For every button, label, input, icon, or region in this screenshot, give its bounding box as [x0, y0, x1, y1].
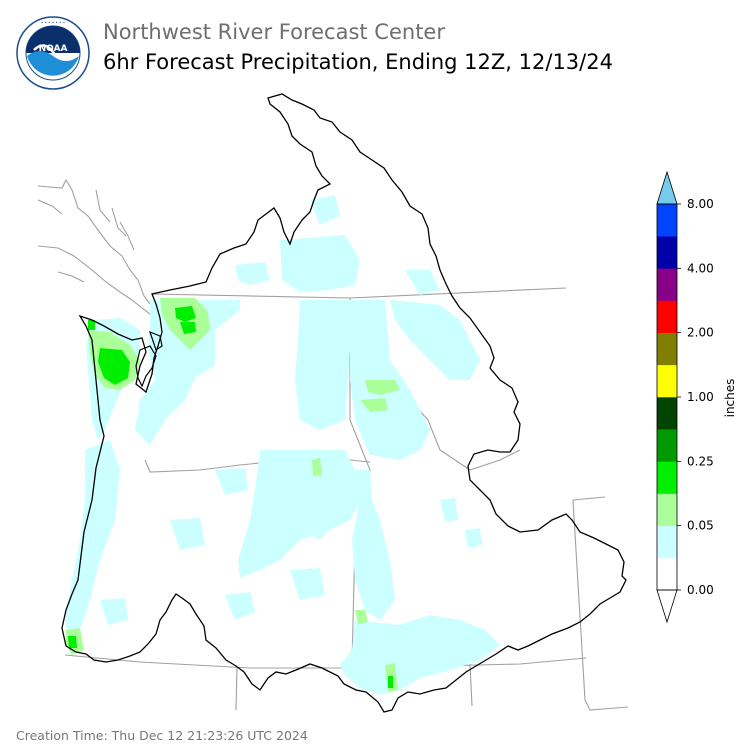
forecast-basin-outline [61, 93, 627, 713]
colorbar-bin [657, 268, 677, 301]
puget-sound-outline [135, 330, 163, 388]
colorbar-legend: 0.00 0.05 0.25 1.00 2.00 4.00 8.00 inches [656, 170, 737, 624]
creation-time: Creation Time: Thu Dec 12 21:23:26 UTC 2… [16, 728, 308, 743]
colorbar-tick-label: 2.00 [687, 326, 714, 340]
logo-text: NOAA [39, 44, 68, 54]
colorbar-over-triangle [656, 170, 678, 205]
colorbar-bin [657, 525, 677, 559]
colorbar-bin [657, 204, 677, 237]
colorbar-bin [657, 300, 677, 333]
colorbar-bin [657, 429, 677, 462]
svg-text:• • • • • • •: • • • • • • • [41, 20, 65, 25]
noaa-logo-icon: NOAA • • • • • • • [16, 16, 90, 90]
colorbar-unit-label: inches [723, 379, 737, 418]
colorbar-tick-label: 1.00 [687, 390, 714, 404]
colorbar-bin [657, 397, 677, 430]
colorbar-tick-label: 8.00 [687, 197, 714, 211]
colorbar-bin [657, 364, 677, 398]
colorbar-bin [657, 332, 677, 366]
page-subtitle: 6hr Forecast Precipitation, Ending 12Z, … [103, 50, 613, 74]
colorbar-tick-label: 0.05 [687, 519, 714, 533]
colorbar-bin [657, 236, 677, 269]
colorbar-under-triangle [656, 589, 678, 624]
colorbar-bin [657, 557, 677, 591]
precip-green [68, 306, 393, 688]
colorbar-tick-label: 0.25 [687, 454, 714, 468]
colorbar-bin [657, 493, 677, 526]
page-title: Northwest River Forecast Center [103, 20, 445, 44]
colorbar-bin [657, 461, 677, 494]
colorbar-tick-label: 0.00 [687, 583, 714, 597]
colorbar-tick-label: 4.00 [687, 261, 714, 275]
canada-coastline [37, 178, 157, 321]
